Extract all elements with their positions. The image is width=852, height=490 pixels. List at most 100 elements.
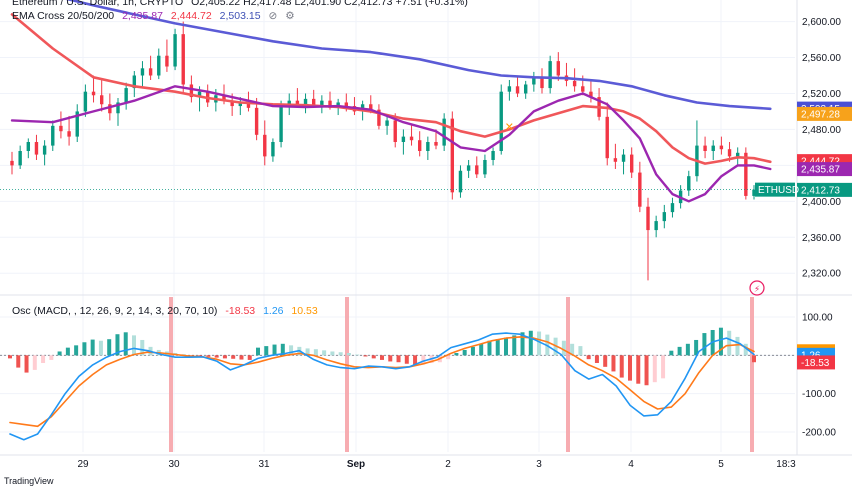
candle-body[interactable] xyxy=(91,91,96,96)
candle-body[interactable] xyxy=(752,189,756,196)
candle-body[interactable] xyxy=(197,91,202,98)
candle-body[interactable] xyxy=(369,104,373,110)
candle-body[interactable] xyxy=(303,98,308,105)
candle-body[interactable] xyxy=(271,142,275,157)
candle-body[interactable] xyxy=(26,142,31,151)
candle-body[interactable] xyxy=(18,150,22,166)
candle-body[interactable] xyxy=(393,120,397,143)
candle-body[interactable] xyxy=(99,95,104,105)
candle-body[interactable] xyxy=(629,154,634,173)
candle-body[interactable] xyxy=(254,107,259,135)
candle-body[interactable] xyxy=(523,84,528,94)
candle-body[interactable] xyxy=(377,109,381,126)
candle-body[interactable] xyxy=(230,100,234,107)
candle-body[interactable] xyxy=(483,159,487,175)
candle-body[interactable] xyxy=(279,106,283,143)
candle-body[interactable] xyxy=(532,77,536,85)
signal-line[interactable] xyxy=(9,336,755,428)
candle-body[interactable] xyxy=(132,75,137,89)
candle-body[interactable] xyxy=(711,145,715,151)
time-axis[interactable]: 29 30 31 Sep 2 3 4 5 18:3 xyxy=(77,459,796,470)
candle-body[interactable] xyxy=(246,102,251,108)
ema200-line[interactable] xyxy=(12,0,772,111)
oscillator-pane[interactable] xyxy=(8,297,756,452)
osc-legend-row[interactable]: Osc (MACD, , 12, 26, 9, 2, 14, 3, 20, 70… xyxy=(12,305,323,317)
candle-body[interactable] xyxy=(116,102,120,114)
candle-body[interactable] xyxy=(417,140,422,151)
candle-body[interactable] xyxy=(34,142,39,155)
candle-body[interactable] xyxy=(42,145,47,155)
candle-body[interactable] xyxy=(401,136,406,143)
candle-body[interactable] xyxy=(491,150,495,160)
candle-body[interactable] xyxy=(662,212,667,222)
candle-body[interactable] xyxy=(108,104,112,114)
candle-body[interactable] xyxy=(165,55,169,67)
candle-body[interactable] xyxy=(83,91,88,112)
ema-legend-row[interactable]: EMA Cross 20/50/200 2,435.87 2,444.72 2,… xyxy=(12,10,300,22)
candle-body[interactable] xyxy=(540,77,544,89)
candle-body[interactable] xyxy=(670,203,675,213)
candle-body[interactable] xyxy=(621,154,626,162)
candle-body[interactable] xyxy=(475,165,479,175)
candle-body[interactable] xyxy=(654,221,658,231)
candle-body[interactable] xyxy=(744,152,748,196)
candle-body[interactable] xyxy=(189,84,194,98)
candle-body[interactable] xyxy=(426,142,430,151)
candle-body[interactable] xyxy=(181,34,185,85)
candle-body[interactable] xyxy=(434,142,438,146)
candle-body[interactable] xyxy=(466,165,471,171)
price-axis[interactable]: 2,600.002,560.002,520.002,480.002,440.00… xyxy=(802,17,841,280)
candle-body[interactable] xyxy=(75,111,79,137)
ema50-line[interactable] xyxy=(10,13,772,165)
candle-body[interactable] xyxy=(124,88,128,103)
candle-body[interactable] xyxy=(548,61,552,89)
candle-body[interactable] xyxy=(51,125,55,146)
candle-body[interactable] xyxy=(703,145,707,151)
candle-body[interactable] xyxy=(507,86,512,92)
candle-body[interactable] xyxy=(442,118,446,146)
price-pane[interactable]: ✕⚡ xyxy=(0,0,795,296)
price-legend-row[interactable]: Ethereum / U.S. Dollar, 1h, CRYPTO O2,40… xyxy=(12,0,473,8)
candle-body[interactable] xyxy=(589,91,593,98)
candle-body[interactable] xyxy=(238,102,243,107)
candle-body[interactable] xyxy=(458,170,463,193)
candle-body[interactable] xyxy=(605,116,609,159)
candle-body[interactable] xyxy=(67,131,71,137)
candle-body[interactable] xyxy=(222,95,226,101)
candle-body[interactable] xyxy=(320,100,324,107)
candle-body[interactable] xyxy=(173,34,177,67)
candle-body[interactable] xyxy=(157,55,161,76)
event-flash-icon[interactable] xyxy=(749,280,765,296)
candle-body[interactable] xyxy=(613,158,618,162)
candle-body[interactable] xyxy=(344,102,349,107)
candle-body[interactable] xyxy=(148,68,153,76)
candle-body[interactable] xyxy=(10,160,14,166)
visibility-eye-icon[interactable]: ⊘ xyxy=(268,10,278,22)
settings-gear-icon[interactable]: ⚙ xyxy=(285,10,295,22)
candle-body[interactable] xyxy=(450,118,455,193)
candle-body[interactable] xyxy=(735,152,740,157)
candle-body[interactable] xyxy=(719,145,724,150)
candle-body[interactable] xyxy=(140,68,145,76)
candle-body[interactable] xyxy=(572,80,577,87)
candle-body[interactable] xyxy=(287,100,291,107)
candle-body[interactable] xyxy=(385,120,389,126)
candle-body[interactable] xyxy=(295,100,300,105)
candle-body[interactable] xyxy=(515,86,520,94)
candle-body[interactable] xyxy=(409,136,414,141)
candle-body[interactable] xyxy=(59,125,63,132)
candle-body[interactable] xyxy=(556,61,561,76)
candle-body[interactable] xyxy=(646,206,650,231)
macd-line[interactable] xyxy=(9,332,755,441)
candle-body[interactable] xyxy=(311,98,316,107)
oscillator-axis[interactable]: 100.000.00-100.00-200.00 xyxy=(802,312,836,438)
candle-body[interactable] xyxy=(263,134,267,157)
candle-body[interactable] xyxy=(727,149,732,157)
candle-body[interactable] xyxy=(328,100,332,108)
candle-body[interactable] xyxy=(499,91,503,151)
candle-body[interactable] xyxy=(687,176,691,191)
candle-body[interactable] xyxy=(581,86,585,92)
ema20-line[interactable] xyxy=(10,85,772,203)
